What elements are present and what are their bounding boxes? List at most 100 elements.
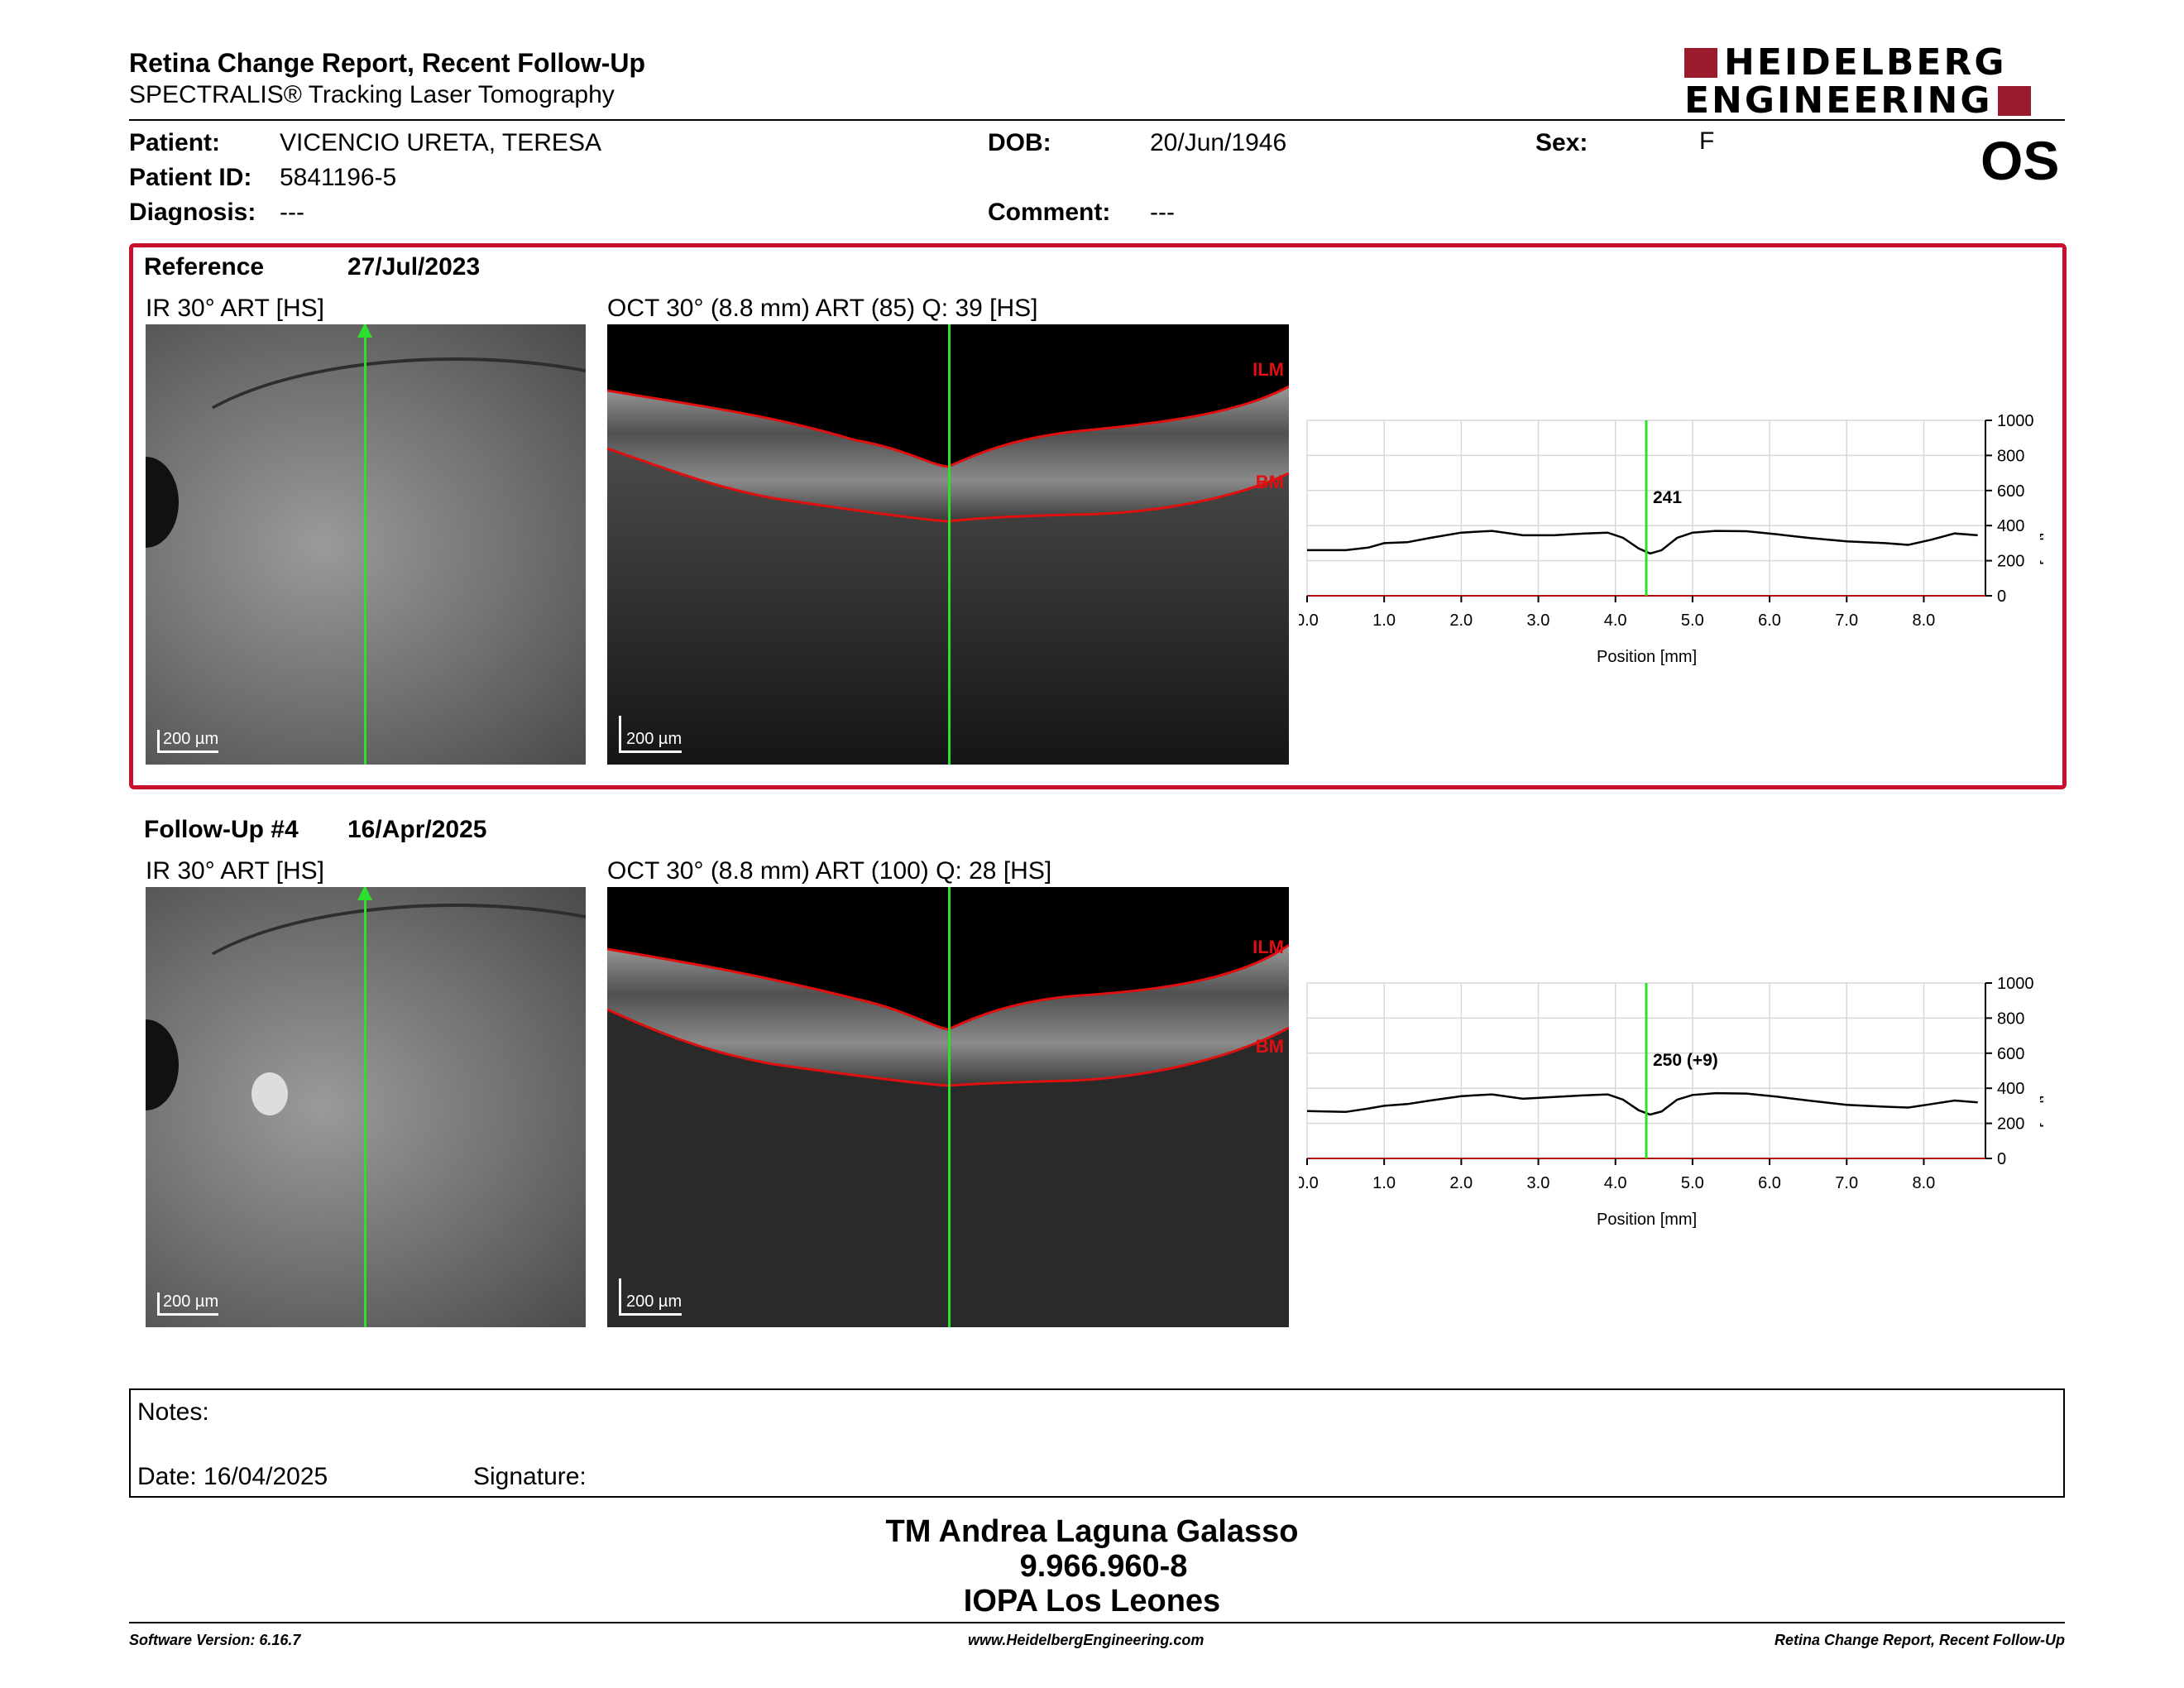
comment-value: ---	[1150, 199, 1175, 226]
logo-line2: ENGINEERING	[1684, 79, 1993, 122]
x-tick-label: 0.0	[1299, 1174, 1319, 1192]
y-tick-label: 200	[1997, 553, 2024, 571]
reference-oct-image[interactable]: ILM BM 200 µm	[607, 324, 1289, 765]
logo-square-icon	[1997, 86, 2031, 116]
followup-label: Follow-Up #4	[144, 816, 299, 843]
reference-ir-image[interactable]: 200 µm	[146, 324, 586, 765]
y-tick-label: 800	[1997, 447, 2024, 465]
signer-id: 9.966.960-8	[1019, 1549, 1188, 1584]
x-axis-label: Position [mm]	[1597, 648, 1697, 666]
followup-ir-title: IR 30° ART [HS]	[146, 857, 324, 885]
y-tick-label: 1000	[1997, 412, 2034, 430]
thickness-series-line	[1306, 1091, 1978, 1116]
reference-thickness-chart: 0 200 400 600 800 1000 0.0 1.0 2.0 3.0 4.0 5.0 6.0 7.…	[1299, 412, 2043, 666]
scan-arrow-icon	[357, 887, 372, 900]
sex-label: Sex:	[1535, 129, 1588, 156]
x-tick-label: 2.0	[1449, 1174, 1473, 1192]
ilm-label: ILM	[1252, 937, 1284, 957]
y-axis-label: Thickness [µm]	[2039, 1016, 2043, 1128]
x-tick-label: 5.0	[1681, 611, 1704, 630]
x-tick-label: 6.0	[1758, 1174, 1781, 1192]
y-tick-label: 1000	[1997, 975, 2034, 993]
patient-id-label: Patient ID:	[129, 164, 252, 191]
patient-id: 5841196-5	[280, 164, 397, 191]
header-rule	[129, 119, 2065, 121]
x-tick-label: 1.0	[1372, 1174, 1396, 1192]
diagnosis-label: Diagnosis:	[129, 199, 256, 226]
lesion-spot	[251, 1072, 288, 1115]
report-title: Retina Change Report, Recent Follow-Up	[129, 48, 646, 78]
reference-date: 27/Jul/2023	[347, 253, 481, 281]
x-tick-label: 8.0	[1912, 611, 1935, 630]
reference-ir-title: IR 30° ART [HS]	[146, 295, 324, 322]
y-tick-label: 200	[1997, 1115, 2024, 1134]
position-marker-label: 241	[1653, 488, 1682, 507]
x-tick-label: 4.0	[1604, 611, 1627, 630]
y-tick-label: 600	[1997, 1045, 2024, 1063]
diagnosis-value: ---	[280, 199, 304, 226]
thickness-series-line	[1307, 530, 1978, 555]
x-tick-label: 6.0	[1758, 611, 1781, 630]
retinal-vessel	[154, 523, 586, 765]
logo-square-icon	[1684, 48, 1717, 78]
reference-oct-title: OCT 30° (8.8 mm) ART (85) Q: 39 [HS]	[607, 295, 1038, 322]
patient-label: Patient:	[129, 129, 221, 156]
y-tick-label: 400	[1997, 1080, 2024, 1098]
sex-value: F	[1699, 127, 1715, 155]
patient-name: VICENCIO URETA, TERESA	[280, 129, 601, 156]
x-tick-label: 8.0	[1912, 1174, 1935, 1192]
x-tick-label: 7.0	[1835, 611, 1858, 630]
software-version: Software Version: 6.16.7	[129, 1632, 301, 1648]
scan-line	[948, 887, 951, 1327]
oct-scale-bar: 200 µm	[619, 716, 682, 753]
x-tick-label: 5.0	[1681, 1174, 1704, 1192]
y-tick-label: 0	[1997, 1150, 2006, 1168]
x-tick-label: 2.0	[1449, 611, 1473, 630]
retinal-vessel	[154, 1094, 586, 1327]
followup-date: 16/Apr/2025	[347, 816, 487, 843]
followup-oct-image[interactable]: ILM BM 200 µm	[607, 887, 1289, 1327]
reference-label: Reference	[144, 253, 265, 281]
eye-indicator: OS	[1980, 130, 2060, 191]
scan-line	[364, 887, 366, 1327]
y-tick-label: 800	[1997, 1009, 2024, 1028]
ir-scale-bar: 200 µm	[157, 1292, 219, 1316]
website-link[interactable]: www.HeidelbergEngineering.com	[968, 1632, 1205, 1648]
reference-frame	[129, 243, 2067, 789]
x-tick-label: 7.0	[1835, 1174, 1858, 1192]
y-tick-label: 600	[1997, 482, 2024, 501]
scan-arrow-icon	[357, 324, 372, 338]
scan-line	[948, 324, 951, 765]
x-tick-label: 1.0	[1372, 611, 1396, 630]
x-tick-label: 3.0	[1527, 1174, 1550, 1192]
x-axis-label: Position [mm]	[1597, 1211, 1697, 1229]
position-marker-label: 250 (+9)	[1653, 1051, 1718, 1070]
dob-value: 20/Jun/1946	[1150, 129, 1287, 156]
comment-label: Comment:	[988, 199, 1111, 226]
y-tick-label: 0	[1997, 587, 2006, 606]
footer-report-name: Retina Change Report, Recent Follow-Up	[1774, 1632, 2065, 1648]
notes-date: Date: 16/04/2025	[137, 1463, 328, 1490]
y-axis-label: Thickness [µm]	[2039, 453, 2043, 565]
scan-line	[364, 324, 366, 765]
followup-ir-image[interactable]: 200 µm	[146, 887, 586, 1327]
bm-label: BM	[1255, 472, 1284, 492]
ilm-label: ILM	[1252, 359, 1284, 380]
notes-box[interactable]: Notes: Date: 16/04/2025 Signature:	[129, 1388, 2065, 1498]
signer-name: TM Andrea Laguna Galasso	[885, 1514, 1299, 1549]
oct-scale-bar: 200 µm	[619, 1278, 682, 1316]
report-subtitle: SPECTRALIS® Tracking Laser Tomography	[129, 81, 615, 108]
ir-scale-bar: 200 µm	[157, 730, 219, 753]
signer-org: IOPA Los Leones	[963, 1584, 1221, 1618]
footer-rule	[129, 1622, 2065, 1623]
notes-label: Notes:	[137, 1398, 209, 1426]
x-tick-label: 0.0	[1299, 611, 1319, 630]
bm-label: BM	[1255, 1036, 1284, 1057]
followup-thickness-chart: 0 200 400 600 800 1000 0.0 1.0 2.0 3.0 4.0 5.0 6.0 7.…	[1299, 975, 2043, 1229]
followup-oct-title: OCT 30° (8.8 mm) ART (100) Q: 28 [HS]	[607, 857, 1052, 885]
heidelberg-logo: HEIDELBERG ENGINEERING	[1684, 45, 2067, 119]
dob-label: DOB:	[988, 129, 1051, 156]
x-tick-label: 3.0	[1527, 611, 1550, 630]
x-tick-label: 4.0	[1604, 1174, 1627, 1192]
signature-label: Signature:	[473, 1463, 587, 1490]
